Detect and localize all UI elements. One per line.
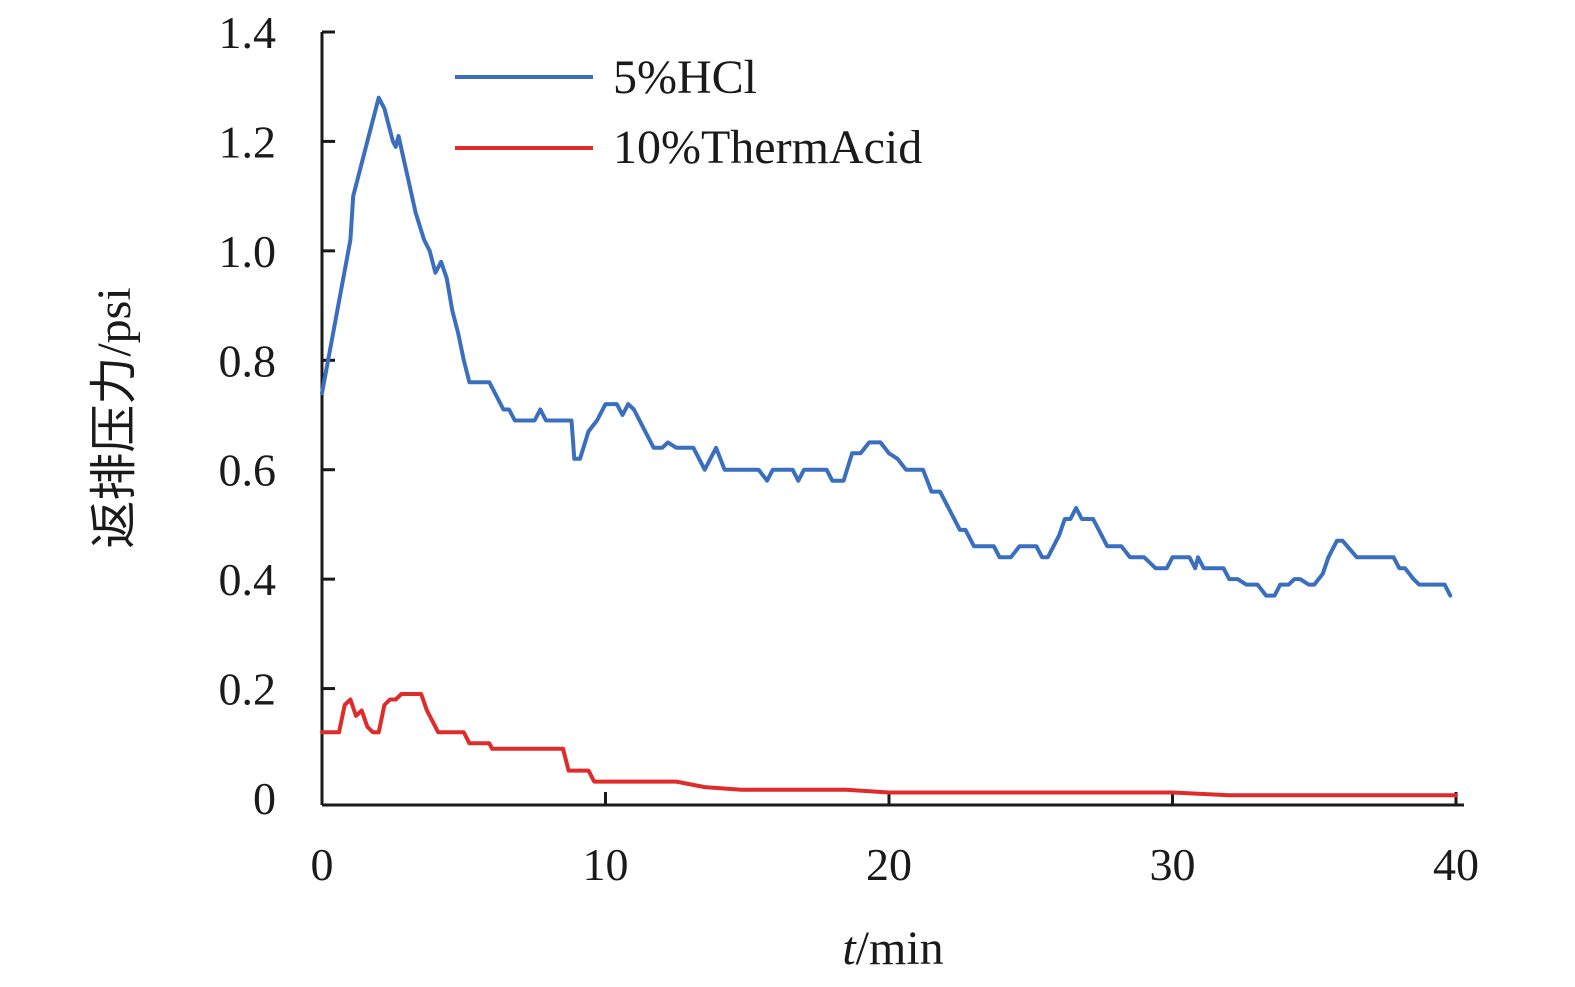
- y-axis-title: 返排压力/psi: [88, 287, 141, 548]
- y-tick-label-1.2: 1.2: [219, 116, 277, 167]
- x-axis-title: t/min: [842, 922, 943, 975]
- x-tick-label-0: 0: [311, 839, 334, 890]
- y-tick-label-0.4: 0.4: [219, 554, 277, 605]
- legend-label-5-hcl: 5%HCl: [613, 51, 757, 104]
- legend-label-10-thermacid: 10%ThermAcid: [613, 121, 922, 174]
- x-tick-label-40: 40: [1433, 839, 1479, 890]
- y-tick-label-0.6: 0.6: [219, 445, 277, 496]
- x-tick-label-10: 10: [583, 839, 629, 890]
- y-tick-label-1.4: 1.4: [219, 7, 277, 58]
- series-group: [320, 95, 1458, 798]
- y-ticks: 0 0.2 0.4 0.6 0.8 1.0 1.2 1.4: [219, 7, 335, 824]
- y-tick-label-0.2: 0.2: [219, 664, 277, 715]
- y-tick-label-0.8: 0.8: [219, 335, 277, 386]
- legend: 5%HCl 10%ThermAcid: [455, 51, 922, 174]
- x-ticks: 0 10 20 30 40: [311, 792, 1479, 890]
- x-axis-title-variable: t: [842, 922, 857, 975]
- series-line-10-thermacid: [320, 692, 1458, 798]
- x-axis-title-unit: /min: [856, 922, 944, 975]
- x-tick-label-20: 20: [866, 839, 912, 890]
- y-tick-label-0: 0: [253, 773, 276, 824]
- series-line-5-hcl: [320, 95, 1453, 598]
- y-tick-label-1.0: 1.0: [219, 226, 277, 277]
- axes: [320, 32, 1464, 807]
- x-tick-label-30: 30: [1150, 839, 1196, 890]
